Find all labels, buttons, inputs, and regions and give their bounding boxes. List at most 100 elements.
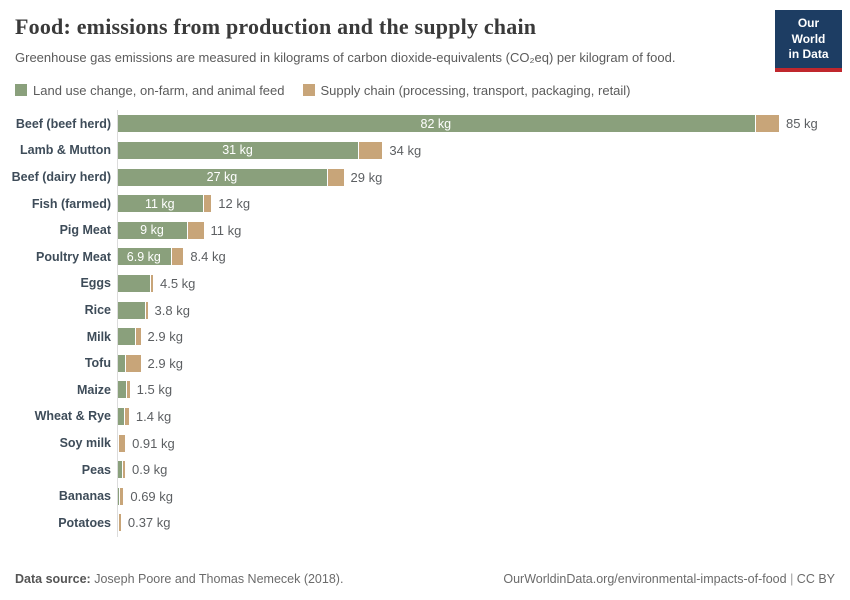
inside-value-label: 31 kg	[222, 143, 253, 158]
supply-chain-bar-segment[interactable]	[145, 301, 148, 319]
chart-footer: Data source: Joseph Poore and Thomas Nem…	[15, 572, 835, 586]
production-bar-segment[interactable]	[117, 274, 150, 292]
bar-row: Eggs 4.5 kg	[0, 270, 850, 297]
production-bar-segment[interactable]: 31 kg	[117, 141, 359, 159]
stacked-bar-chart: Beef (beef herd) 82 kg 85 kg Lamb & Mutton 3…	[0, 109, 850, 537]
total-value-label: 11 kg	[210, 222, 242, 238]
bar-group: 31 kg 34 kg	[117, 141, 850, 159]
owid-logo: Our World in Data	[775, 10, 842, 72]
category-label: Bananas	[58, 489, 111, 504]
total-value-label: 1.5 kg	[136, 382, 173, 398]
production-bar-segment[interactable]: 82 kg	[117, 115, 755, 133]
supply-chain-bar-segment[interactable]	[150, 274, 153, 292]
supply-chain-bar-segment[interactable]	[187, 221, 204, 239]
bar-row: Bananas 0.69 kg	[0, 483, 850, 510]
chart-subtitle: Greenhouse gas emissions are measured in…	[15, 50, 676, 66]
bar-group: 2.9 kg	[117, 354, 850, 372]
supply-chain-bar-segment[interactable]	[327, 168, 344, 186]
page-title: Food: emissions from production and the …	[15, 14, 537, 39]
production-bar-segment[interactable]	[117, 381, 126, 399]
production-bar-segment[interactable]: 6.9 kg	[117, 248, 171, 266]
legend-label-supply-chain: Supply chain (processing, transport, pac…	[320, 82, 631, 98]
category-label: Pig Meat	[59, 223, 111, 238]
bar-group: 1.4 kg	[117, 407, 850, 425]
supply-chain-bar-segment[interactable]	[120, 487, 124, 505]
bar-group: 4.5 kg	[117, 274, 850, 292]
bar-group: 9 kg 11 kg	[117, 221, 850, 239]
inside-value-label: 27 kg	[206, 170, 238, 185]
total-value-label: 4.5 kg	[159, 275, 196, 291]
supply-chain-bar-segment[interactable]	[171, 248, 184, 266]
total-value-label: 3.8 kg	[154, 302, 190, 318]
bar-group: 1.5 kg	[117, 381, 850, 399]
total-value-label: 0.9 kg	[131, 462, 168, 478]
production-swatch-icon	[15, 84, 27, 97]
category-label: Eggs	[80, 276, 111, 291]
production-bar-segment[interactable]	[117, 461, 123, 479]
inside-value-label: 11 kg	[144, 196, 175, 211]
legend: Land use change, on-farm, and animal fee…	[15, 83, 850, 98]
production-bar-segment[interactable]: 11 kg	[117, 195, 203, 213]
bar-row: Beef (dairy herd) 27 kg 29 kg	[0, 164, 850, 191]
supply-chain-bar-segment[interactable]	[359, 141, 383, 159]
total-value-label: 0.69 kg	[130, 488, 174, 504]
total-value-label: 2.9 kg	[147, 329, 183, 345]
production-bar-segment[interactable]	[117, 354, 125, 372]
category-label: Peas	[81, 462, 111, 477]
legend-label-production: Land use change, on-farm, and animal fee…	[33, 82, 285, 98]
credit-line: OurWorldinData.org/environmental-impacts…	[503, 572, 835, 586]
production-bar-segment[interactable]: 27 kg	[117, 168, 327, 186]
supply-chain-bar-segment[interactable]	[135, 328, 141, 346]
supply-chain-bar-segment[interactable]	[124, 407, 129, 425]
production-bar-segment[interactable]: 9 kg	[117, 221, 187, 239]
production-bar-segment[interactable]	[117, 328, 135, 346]
bar-row: Potatoes 0.37 kg	[0, 509, 850, 536]
bar-row: Lamb & Mutton 31 kg 34 kg	[0, 137, 850, 164]
supply-chain-bar-segment[interactable]	[119, 514, 121, 532]
bar-row: Peas 0.9 kg	[0, 456, 850, 483]
chart-header: Food: emissions from production and the …	[0, 0, 850, 72]
category-label: Poultry Meat	[35, 249, 111, 264]
category-label: Milk	[86, 329, 111, 344]
category-label: Beef (dairy herd)	[11, 170, 111, 185]
supply-chain-bar-segment[interactable]	[126, 381, 130, 399]
owid-logo-line2: in Data	[788, 47, 829, 62]
supply-chain-bar-segment[interactable]	[119, 434, 126, 452]
category-label: Potatoes	[58, 515, 111, 530]
bar-row: Rice 3.8 kg	[0, 297, 850, 324]
bar-group: 0.91 kg	[117, 434, 850, 452]
category-label: Tofu	[84, 356, 111, 371]
inside-value-label: 82 kg	[420, 116, 452, 131]
owid-url-link[interactable]: OurWorldinData.org/environmental-impacts…	[503, 572, 787, 586]
category-label: Wheat & Rye	[34, 409, 111, 424]
total-value-label: 1.4 kg	[135, 408, 172, 424]
bar-group: 0.9 kg	[117, 461, 850, 479]
supply-chain-swatch-icon	[302, 84, 315, 97]
bar-row: Milk 2.9 kg	[0, 323, 850, 350]
production-bar-segment[interactable]	[117, 301, 145, 319]
bar-row: Pig Meat 9 kg 11 kg	[0, 217, 850, 244]
data-source-text: Joseph Poore and Thomas Nemecek (2018).	[90, 572, 344, 586]
total-value-label: 2.9 kg	[147, 355, 183, 371]
total-value-label: 0.37 kg	[127, 515, 171, 531]
bar-row: Wheat & Rye 1.4 kg	[0, 403, 850, 430]
bar-group: 82 kg 85 kg	[117, 115, 850, 133]
supply-chain-bar-segment[interactable]	[755, 115, 779, 133]
legend-item-supply-chain: Supply chain (processing, transport, pac…	[302, 82, 631, 98]
bar-group: 11 kg 12 kg	[117, 195, 850, 213]
production-bar-segment[interactable]	[117, 407, 124, 425]
supply-chain-bar-segment[interactable]	[203, 195, 212, 213]
category-label: Beef (beef herd)	[15, 116, 111, 131]
production-bar-segment[interactable]	[117, 487, 120, 505]
bar-group: 6.9 kg 8.4 kg	[117, 248, 850, 266]
bar-row: Maize 1.5 kg	[0, 377, 850, 404]
total-value-label: 0.91 kg	[132, 435, 175, 451]
bar-group: 2.9 kg	[117, 328, 850, 346]
legend-item-production: Land use change, on-farm, and animal fee…	[15, 83, 285, 98]
supply-chain-bar-segment[interactable]	[125, 354, 141, 372]
total-value-label: 29 kg	[350, 169, 383, 185]
license-label: CC BY	[796, 572, 835, 586]
total-value-label: 85 kg	[785, 116, 818, 132]
supply-chain-bar-segment[interactable]	[123, 461, 125, 479]
bar-group: 0.37 kg	[117, 514, 850, 532]
